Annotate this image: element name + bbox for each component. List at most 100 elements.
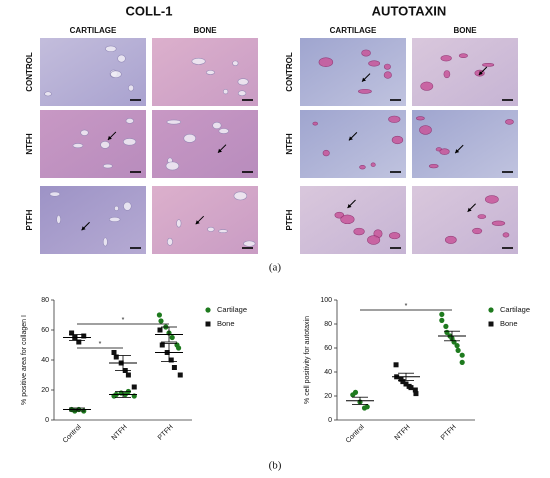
arrow-head [81, 226, 86, 231]
point [455, 347, 461, 353]
cell [191, 57, 206, 65]
point [176, 345, 182, 351]
cell [340, 214, 355, 225]
cell [383, 63, 391, 70]
micrograph [40, 38, 146, 106]
point [443, 323, 449, 329]
significance-label: * [99, 341, 102, 348]
point [177, 372, 183, 378]
cell [505, 119, 514, 125]
y-tick-label: 40 [324, 369, 332, 376]
cell [100, 140, 110, 149]
cell [358, 88, 372, 94]
cell [122, 138, 137, 146]
arrow-head [195, 220, 200, 225]
cell [80, 129, 89, 136]
cell [312, 121, 318, 126]
cell [218, 229, 228, 234]
y-tick-label: 0 [328, 417, 332, 424]
x-tick-label: NTFH [394, 424, 412, 442]
y-axis-label: % cell positivity for autotaxin [304, 316, 311, 404]
cell [367, 235, 381, 245]
cell [368, 60, 381, 67]
cell [183, 133, 197, 143]
cell [391, 135, 404, 145]
micrograph [412, 110, 518, 178]
significance-label: * [405, 303, 408, 310]
row-label: PTFH [25, 209, 34, 230]
cell [318, 57, 334, 67]
cell [72, 143, 84, 149]
point [168, 357, 174, 363]
point [413, 391, 419, 397]
point [69, 330, 75, 336]
cell [443, 70, 451, 79]
point [156, 312, 162, 318]
cell [232, 60, 239, 66]
row-label: PTFH [285, 209, 294, 230]
cell [383, 71, 392, 79]
cell [440, 55, 452, 62]
y-tick-label: 100 [320, 297, 332, 304]
point [393, 362, 399, 368]
micrograph [300, 110, 406, 178]
cell [108, 216, 121, 222]
legend-label: Cartilage [500, 305, 530, 314]
point [131, 384, 137, 390]
cell [117, 54, 126, 63]
legend-marker [205, 307, 211, 313]
y-tick-label: 40 [41, 357, 49, 364]
x-tick-label: Control [345, 423, 366, 444]
cell [114, 205, 119, 211]
point [439, 317, 445, 323]
cell [491, 220, 506, 226]
cell [388, 115, 401, 123]
y-tick-label: 60 [324, 345, 332, 352]
cell [56, 214, 61, 224]
cell [125, 118, 134, 124]
cell [353, 227, 365, 236]
cell [110, 70, 122, 78]
point [159, 342, 165, 348]
point [111, 350, 117, 355]
point [400, 379, 406, 385]
x-tick-label: PTFH [157, 424, 175, 442]
cell [44, 91, 52, 97]
point [439, 311, 445, 317]
point [459, 352, 465, 358]
cell [420, 81, 434, 91]
cell [233, 191, 248, 201]
cell [102, 163, 113, 169]
panel-label: (a) [269, 262, 282, 274]
cell [322, 149, 330, 157]
x-tick-label: PTFH [440, 424, 458, 442]
arrow-head [455, 149, 460, 154]
micrograph [412, 186, 518, 254]
cell [439, 148, 450, 155]
point [459, 359, 465, 365]
cell [416, 116, 425, 121]
cell [212, 121, 222, 130]
y-tick-label: 20 [41, 387, 49, 394]
column-label: CARTILAGE [330, 26, 377, 35]
point [403, 381, 409, 387]
cell [477, 214, 487, 219]
cell [218, 128, 229, 134]
cell [105, 45, 117, 53]
cell [206, 70, 215, 75]
cell [237, 90, 247, 97]
point [81, 333, 87, 339]
cell [484, 195, 499, 204]
point [171, 365, 177, 370]
y-tick-label: 80 [41, 297, 49, 304]
block-title: AUTOTAXIN [372, 3, 447, 18]
cell [361, 49, 371, 57]
legend-marker [488, 307, 494, 313]
legend-marker [488, 321, 494, 327]
legend-marker [205, 321, 211, 327]
column-label: BONE [193, 26, 217, 35]
y-tick-label: 80 [324, 321, 332, 328]
point [412, 387, 418, 393]
arrow-head [467, 207, 472, 212]
cell [359, 164, 366, 170]
